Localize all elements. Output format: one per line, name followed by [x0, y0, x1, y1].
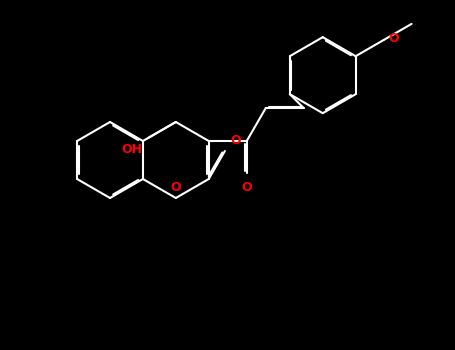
Text: OH: OH	[122, 143, 143, 156]
Text: O: O	[389, 32, 399, 44]
Text: O: O	[230, 134, 241, 147]
Text: O: O	[171, 181, 181, 194]
Text: O: O	[242, 181, 252, 194]
